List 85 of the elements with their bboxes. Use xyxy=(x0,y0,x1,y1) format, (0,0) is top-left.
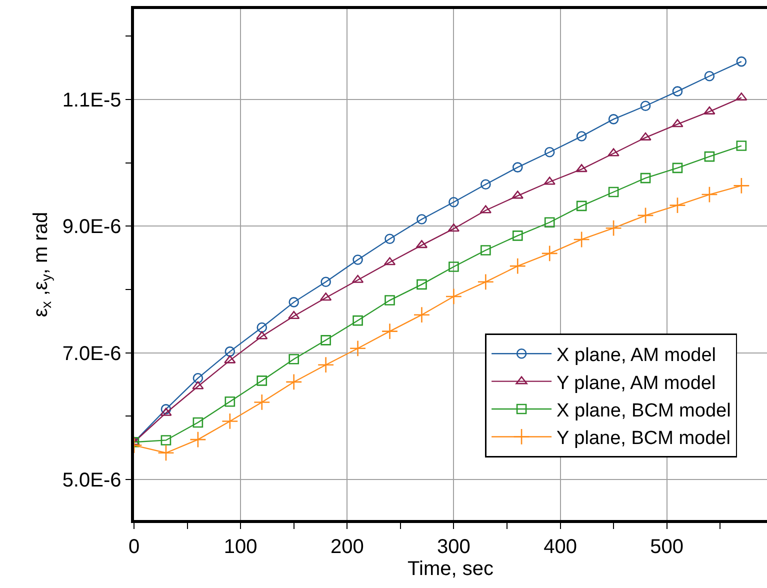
point xyxy=(576,164,588,172)
point xyxy=(576,131,587,142)
point xyxy=(158,444,174,462)
point xyxy=(541,245,558,262)
y-tick-label: 5.0E-6 xyxy=(62,469,122,492)
point xyxy=(256,331,268,340)
point xyxy=(224,396,236,407)
point xyxy=(224,346,236,357)
point xyxy=(413,306,430,324)
point xyxy=(480,179,491,190)
legend-label: X plane, BCM model xyxy=(556,400,731,422)
point xyxy=(544,176,556,185)
point xyxy=(640,100,651,112)
point xyxy=(381,322,398,340)
point xyxy=(160,435,172,446)
point xyxy=(349,340,366,357)
point xyxy=(416,279,427,290)
point xyxy=(576,200,587,212)
legend-label: Y plane, BCM model xyxy=(556,428,730,450)
legend-label: Y plane, AM model xyxy=(556,372,716,394)
point xyxy=(254,394,270,411)
point xyxy=(288,354,299,364)
point xyxy=(288,310,300,320)
point xyxy=(672,86,683,96)
point xyxy=(608,148,620,156)
point xyxy=(736,92,748,101)
point xyxy=(160,404,172,414)
x-tick-label: 100 xyxy=(224,536,258,558)
point xyxy=(192,373,204,384)
point xyxy=(672,162,683,174)
x-tick-label: 300 xyxy=(437,536,470,558)
point xyxy=(544,146,555,158)
point xyxy=(640,132,652,140)
point xyxy=(669,196,686,214)
point xyxy=(448,196,459,208)
point xyxy=(605,220,622,236)
x-axis-title: Time, sec xyxy=(408,558,494,580)
point xyxy=(448,262,459,272)
point xyxy=(288,297,299,308)
point xyxy=(704,70,715,82)
point xyxy=(736,140,747,151)
point xyxy=(222,412,238,430)
point xyxy=(384,295,395,306)
point xyxy=(192,417,204,428)
y-tick-label: 9.0E-6 xyxy=(62,216,122,238)
point xyxy=(704,151,715,162)
point xyxy=(320,276,331,288)
point xyxy=(701,186,718,203)
point xyxy=(733,177,750,194)
point xyxy=(416,214,427,224)
x-tick-label: 200 xyxy=(330,536,364,558)
point xyxy=(224,355,236,364)
y-tick-label: 1.1E-5 xyxy=(62,90,122,112)
point xyxy=(512,190,524,199)
point xyxy=(445,288,462,305)
point xyxy=(544,217,555,228)
point xyxy=(509,258,526,274)
point xyxy=(190,431,206,448)
point xyxy=(384,234,395,244)
point xyxy=(608,114,619,124)
point xyxy=(736,56,747,67)
point xyxy=(192,381,204,390)
point xyxy=(704,106,716,114)
point xyxy=(160,408,172,416)
point xyxy=(256,376,268,386)
point xyxy=(573,231,590,248)
point xyxy=(317,356,334,374)
point xyxy=(608,186,619,198)
point xyxy=(352,254,363,265)
point xyxy=(320,335,331,346)
point xyxy=(352,315,363,326)
x-tick-label: 0 xyxy=(128,536,140,558)
point xyxy=(672,119,684,128)
point xyxy=(256,322,268,333)
y-tick-label: 7.0E-6 xyxy=(62,342,122,365)
x-tick-label: 400 xyxy=(544,536,577,558)
point xyxy=(286,374,302,390)
point xyxy=(480,245,491,256)
point xyxy=(640,172,651,184)
point xyxy=(512,230,523,241)
legend-label: X plane, AM model xyxy=(556,345,716,366)
x-tick-label: 500 xyxy=(650,536,684,558)
point xyxy=(512,162,523,172)
point xyxy=(477,274,494,290)
point xyxy=(637,207,654,224)
